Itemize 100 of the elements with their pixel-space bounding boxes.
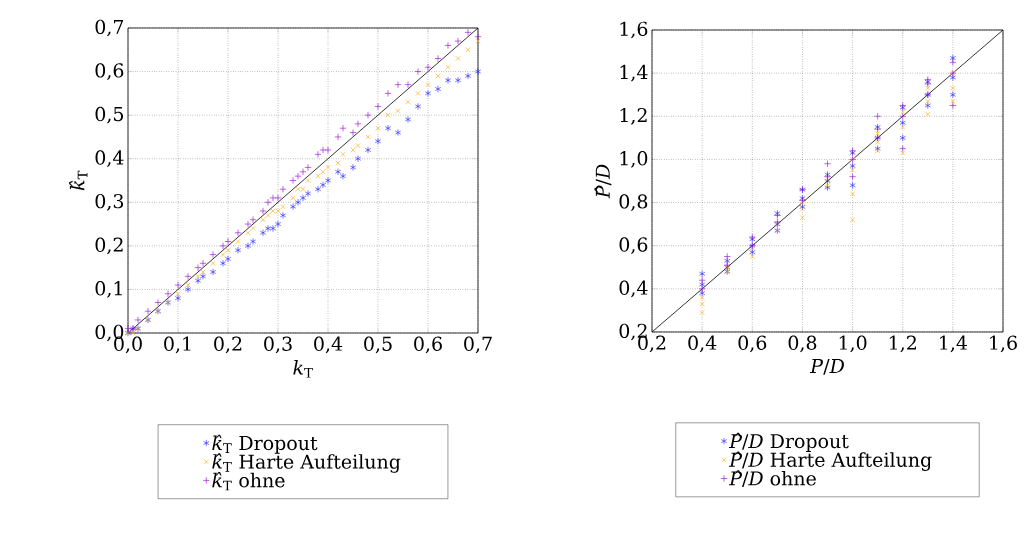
legend-label: P̂/D Dropout [728, 432, 849, 452]
point [724, 257, 731, 265]
point [404, 116, 412, 123]
point [164, 290, 172, 298]
point [294, 198, 302, 206]
point [874, 112, 882, 120]
x-tick-label: 1,0 [839, 335, 867, 353]
point [305, 177, 311, 184]
point [219, 259, 227, 267]
point [210, 260, 216, 266]
point [474, 33, 482, 41]
point [324, 146, 332, 154]
point [349, 129, 357, 137]
point [280, 204, 286, 210]
y-tick-label: 1,0 [620, 151, 648, 168]
point [279, 211, 287, 219]
point [475, 38, 481, 44]
point [384, 124, 392, 132]
point [395, 108, 401, 114]
point [364, 111, 372, 119]
point [264, 224, 272, 232]
x-tick-label: 0,8 [788, 335, 817, 353]
point [244, 220, 252, 228]
point [900, 124, 906, 130]
point [259, 207, 267, 215]
point [799, 200, 805, 206]
point [900, 150, 906, 156]
point [245, 230, 251, 236]
point [234, 229, 242, 237]
point [374, 137, 382, 145]
point [949, 54, 956, 62]
point [699, 301, 705, 307]
y-tick-label: 1,4 [620, 64, 648, 82]
point [949, 91, 956, 99]
point [195, 273, 201, 279]
point [699, 281, 706, 289]
point [384, 89, 392, 97]
point [424, 63, 432, 71]
x-tick-label: 1,6 [990, 335, 1017, 353]
point [434, 85, 442, 93]
point [289, 203, 297, 211]
y-tick-label: 0,6 [619, 237, 648, 255]
y-tick-label: 1,6 [620, 21, 648, 39]
point [175, 291, 181, 297]
point [199, 272, 207, 280]
point [220, 252, 226, 258]
point [339, 124, 347, 132]
point [174, 281, 182, 289]
point [185, 282, 191, 288]
legend-label: k̂$_{T}$ ohne [212, 472, 285, 491]
y-tick-label: 0,7 [95, 19, 124, 37]
point [375, 125, 381, 131]
point [394, 129, 402, 137]
point [320, 169, 326, 175]
point [474, 68, 482, 76]
point [425, 82, 431, 88]
point [225, 247, 231, 253]
point [799, 215, 805, 221]
point [299, 194, 307, 202]
y-tick-label: 0,6 [95, 63, 124, 80]
point [385, 112, 391, 118]
point [250, 225, 256, 231]
point [849, 181, 856, 189]
y-tick-label: 0,4 [95, 150, 124, 168]
point [949, 102, 957, 109]
x-tick-label: 1,4 [940, 335, 968, 353]
x-tick-label: 0,7 [464, 336, 492, 354]
point [289, 177, 297, 184]
point [144, 307, 152, 315]
point [174, 294, 182, 302]
point [304, 190, 312, 198]
point [264, 198, 272, 206]
legend-label: k̂$_{T}$ Harte Aufteilung [212, 453, 401, 473]
point [134, 316, 142, 324]
y-tick-label: 0,2 [95, 237, 123, 255]
point [699, 294, 705, 301]
x-tick-label: 0,6 [738, 335, 767, 353]
point [949, 73, 956, 81]
x-tick-label: 0,6 [414, 336, 442, 354]
y-tick-label: 0,4 [619, 280, 648, 298]
point [899, 119, 906, 127]
point [209, 268, 217, 276]
x-tick-label: 0,1 [164, 336, 191, 354]
x-axis-title: P/D [809, 359, 844, 375]
x-tick-label: 0,3 [264, 336, 292, 354]
point [849, 173, 857, 181]
point [235, 238, 241, 245]
point [875, 139, 881, 145]
point [850, 191, 856, 197]
point [234, 246, 242, 254]
point [224, 255, 232, 263]
point [949, 58, 957, 66]
legend-label: k̂$_{T}$ Dropout [212, 434, 318, 454]
point [324, 177, 332, 184]
point [349, 163, 357, 171]
point [365, 134, 371, 140]
point [699, 270, 706, 278]
point [899, 134, 906, 142]
point [405, 99, 411, 105]
point [699, 310, 705, 316]
